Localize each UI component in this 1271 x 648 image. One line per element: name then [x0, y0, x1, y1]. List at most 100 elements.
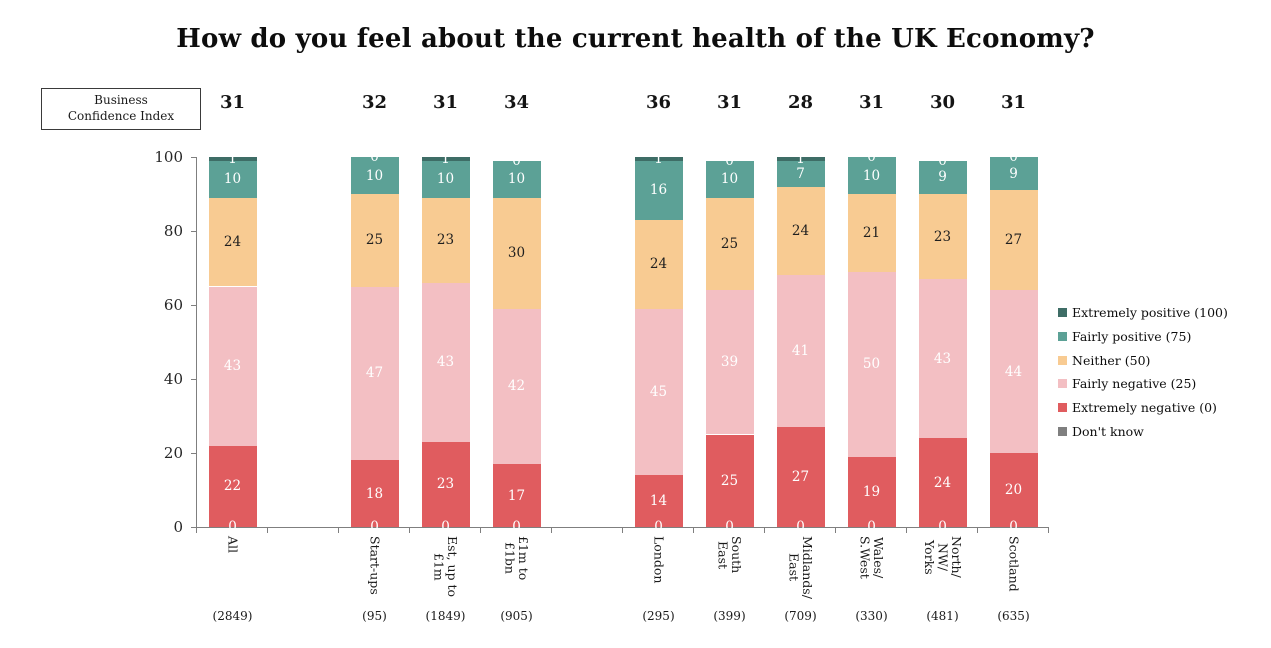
- bar-segment: [847, 194, 896, 272]
- bar-segment: [350, 286, 399, 461]
- y-tick-label: 80: [163, 222, 183, 240]
- bar-segment: [421, 441, 470, 527]
- bci-value: 32: [361, 92, 388, 113]
- legend-label: Extremely negative (0): [1072, 400, 1217, 416]
- bar-segment: [492, 308, 541, 465]
- x-tick: [409, 527, 410, 533]
- bci-value: 31: [1000, 92, 1027, 113]
- legend-item: Fairly positive (75): [1058, 325, 1268, 349]
- bci-box-line2: Confidence Index: [67, 109, 175, 123]
- sample-size: (2849): [212, 609, 253, 623]
- bar-segment: [918, 279, 967, 439]
- sample-size: (399): [713, 609, 746, 623]
- category-label: Wales/ S.West: [857, 536, 887, 579]
- bar-segment: [208, 157, 257, 161]
- bci-value: 31: [858, 92, 885, 113]
- x-tick: [196, 527, 197, 533]
- legend-label: Fairly negative (25): [1072, 376, 1197, 392]
- sample-size: (95): [362, 609, 387, 623]
- bar-segment: [350, 194, 399, 287]
- category-label: £1m to £1bn: [502, 536, 532, 581]
- bar-segment: [421, 197, 470, 283]
- y-tick: [191, 453, 197, 454]
- bar-segment: [776, 186, 825, 276]
- bar-segment: [492, 464, 541, 527]
- bci-value: 36: [645, 92, 672, 113]
- bar-segment: [492, 197, 541, 309]
- bar-segment: [989, 453, 1038, 527]
- bar-segment: [208, 197, 257, 287]
- category-label: Scotland: [1006, 536, 1022, 592]
- bci-value: 28: [787, 92, 814, 113]
- bar-segment: [989, 157, 1038, 191]
- legend-item: Extremely negative (0): [1058, 396, 1268, 420]
- category-label: North/ NW/ Yorks: [921, 536, 964, 578]
- y-tick: [191, 231, 197, 232]
- x-tick: [338, 527, 339, 533]
- bar-segment: [918, 438, 967, 527]
- legend-swatch-icon: [1058, 332, 1067, 342]
- legend-swatch-icon: [1058, 355, 1067, 365]
- legend: Extremely positive (100) Fairly positive …: [1058, 301, 1268, 443]
- y-tick: [191, 305, 197, 306]
- category-label: Est, up to £1m: [431, 536, 461, 598]
- bar-segment: [208, 286, 257, 446]
- bar-segment: [776, 427, 825, 527]
- bar-segment: [705, 434, 754, 527]
- bar-segment: [847, 157, 896, 194]
- legend-item: Fairly negative (25): [1058, 372, 1268, 396]
- category-label: All: [225, 536, 241, 554]
- bar-segment: [989, 290, 1038, 453]
- y-tick: [191, 527, 197, 528]
- sample-size: (635): [997, 609, 1030, 623]
- business-confidence-index-box: Business Confidence Index: [41, 88, 201, 130]
- y-axis-line: [196, 157, 197, 528]
- bar-segment: [918, 194, 967, 280]
- category-label: South East: [715, 536, 745, 574]
- y-tick-label: 20: [163, 444, 183, 462]
- x-tick: [622, 527, 623, 533]
- legend-swatch-icon: [1058, 426, 1067, 436]
- x-tick: [551, 527, 552, 533]
- bar-segment: [208, 160, 257, 198]
- bar-segment: [989, 190, 1038, 291]
- bci-value: 31: [432, 92, 459, 113]
- legend-label: Extremely positive (100): [1072, 305, 1228, 321]
- category-label: London: [651, 536, 667, 584]
- bci-box-line1: Business: [94, 93, 148, 108]
- bar-segment: [350, 460, 399, 527]
- x-tick: [693, 527, 694, 533]
- chart-title: How do you feel about the current health…: [176, 24, 1095, 54]
- legend-swatch-icon: [1058, 379, 1067, 389]
- x-tick: [480, 527, 481, 533]
- bar-segment: [776, 160, 825, 187]
- x-tick: [906, 527, 907, 533]
- sample-size: (709): [784, 609, 817, 623]
- bar-segment: [776, 275, 825, 428]
- y-tick-label: 0: [173, 518, 183, 536]
- x-tick: [764, 527, 765, 533]
- x-tick: [835, 527, 836, 533]
- bar-segment: [918, 160, 967, 194]
- sample-size: (481): [926, 609, 959, 623]
- bci-value: 31: [716, 92, 743, 113]
- bar-segment: [492, 160, 541, 198]
- legend-label: Fairly positive (75): [1072, 329, 1192, 345]
- bar-segment: [705, 197, 754, 291]
- plot-area: 0 22 43 24 10 1 0 18 47 25 10 0 0 23 43 23 10 1 0 17 42 30 10 0…: [197, 149, 1049, 535]
- bar-segment: [634, 219, 683, 309]
- legend-swatch-icon: [1058, 308, 1067, 318]
- bar-segment: [847, 271, 896, 457]
- x-tick: [267, 527, 268, 533]
- bci-value: 31: [219, 92, 246, 113]
- y-tick-label: 60: [163, 296, 183, 314]
- category-label: Midlands/ East: [786, 536, 816, 599]
- bar-segment: [634, 160, 683, 220]
- y-tick-label: 100: [154, 148, 183, 166]
- bar-segment: [705, 290, 754, 435]
- bar-segment: [776, 157, 825, 161]
- legend-label: Neither (50): [1072, 352, 1151, 368]
- bar-segment: [421, 160, 470, 198]
- bci-value: 34: [503, 92, 530, 113]
